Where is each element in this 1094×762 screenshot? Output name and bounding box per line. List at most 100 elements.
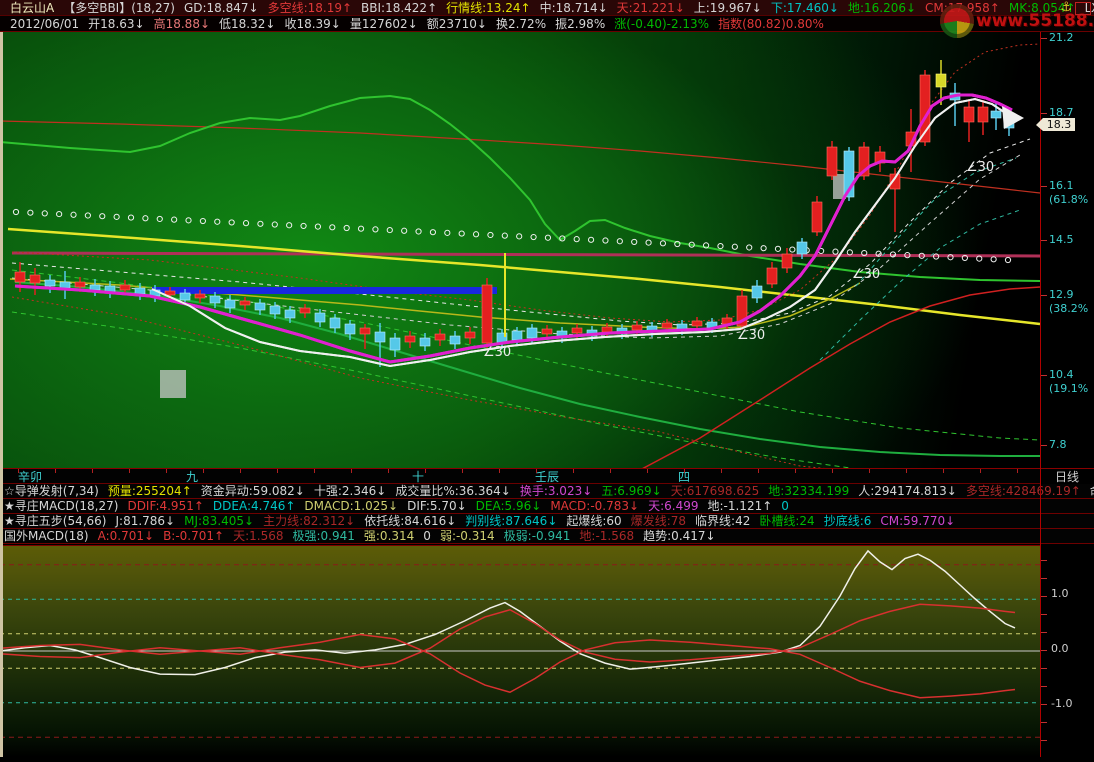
candle-body <box>736 295 748 327</box>
price-axis-label: (19.1% <box>1049 382 1089 395</box>
axis-tick <box>388 469 389 473</box>
field: 涨(-0.40)-2.13% <box>614 17 710 31</box>
lower-green-band <box>14 281 1040 457</box>
price-axis-label: (38.2% <box>1049 302 1089 315</box>
dot-track <box>875 250 882 257</box>
axis-tick <box>462 469 463 473</box>
dot-track <box>429 229 437 236</box>
candle-body <box>89 284 101 291</box>
candle-body <box>194 293 206 299</box>
field: DMACD:1.025↓ <box>304 499 399 513</box>
field: 上:19.967↓ <box>693 1 762 15</box>
window-control-box[interactable] <box>1075 2 1091 15</box>
field: 五:6.969↓ <box>601 484 662 498</box>
candle-body <box>374 331 386 343</box>
dot-track <box>127 214 135 221</box>
axis-tick <box>1041 668 1047 669</box>
field: 临界线:42 <box>695 514 751 528</box>
dot-track <box>271 221 278 228</box>
candle-body <box>389 337 401 351</box>
axis-tick <box>1041 614 1047 615</box>
macd-sub-chart[interactable] <box>0 545 1041 757</box>
axis-tick <box>129 469 130 473</box>
sub-chart-axis: 1.0 0.0 -1.0 <box>1041 545 1094 757</box>
period-label[interactable]: 日线 <box>1041 468 1094 484</box>
axis-tick <box>758 469 759 473</box>
axis-tick <box>92 469 93 473</box>
dot-track <box>832 248 839 255</box>
upper-green-band <box>0 94 1041 282</box>
axis-tick <box>1017 469 1018 473</box>
axis-tick <box>1041 704 1047 705</box>
field: 0 <box>423 529 431 543</box>
dot-track <box>688 241 695 248</box>
dot-track <box>530 233 537 241</box>
field: 成交量比%:36.364↓ <box>395 484 511 498</box>
dot-track <box>702 242 710 249</box>
dot-track <box>242 220 250 227</box>
sub-axis-label: -1.0 <box>1051 697 1073 710</box>
bottom-edge <box>0 757 1094 762</box>
dot-track <box>458 230 465 237</box>
field: ★寻庄五步(54,66) <box>4 514 107 528</box>
time-axis[interactable]: 辛卯 九 十 壬辰 四 <box>0 468 1041 484</box>
dot-track <box>343 224 350 232</box>
field: 强:0.314 <box>363 529 415 543</box>
main-candlestick-chart[interactable]: ∠30 ∠30 ∠30 ∠30 <box>0 32 1041 468</box>
trend-white <box>0 549 1016 676</box>
indicator-header-bar: 白云山A 【多空BBI】(18,27) GD:18.847↓ 多空线:18.19↑ BB… <box>0 0 1094 16</box>
dot-track <box>933 253 940 260</box>
axis-tick <box>536 469 537 473</box>
dot-track <box>185 217 192 224</box>
field: CM:59.770↓ <box>880 514 956 528</box>
watermark-logo-icon <box>940 4 974 38</box>
candle-body <box>511 330 523 341</box>
field: 低18.32↓ <box>219 17 276 31</box>
axis-tick <box>1041 578 1047 579</box>
axis-tick <box>647 469 648 473</box>
candle-body <box>239 300 251 306</box>
watermark: www.55188.com <box>940 4 1094 38</box>
candle-body <box>796 241 808 255</box>
field: 天:617698.625 <box>670 484 760 498</box>
dot-track <box>56 210 63 218</box>
axis-tick <box>573 469 574 473</box>
candle-body <box>254 302 266 311</box>
field: 极强:0.941 <box>292 529 355 543</box>
indicator-row-xunzhuang-macd[interactable]: ★寻庄MACD(18,27) DDIF:4.951↑ DDEA:4.746↑ DMAC… <box>0 499 1094 514</box>
candle-body <box>858 146 870 177</box>
field: 收18.39↓ <box>284 17 341 31</box>
candle-body <box>751 285 763 299</box>
candle-body <box>269 305 281 315</box>
gray-marker-box <box>833 174 846 199</box>
field: 【多空BBI】(18,27) <box>63 1 175 15</box>
candle-body <box>29 274 41 284</box>
indicator-row-daodan[interactable]: ☆导弹发射(7,34) 预量:255204↑ 资金异动:59.082↓ 十强:2.34… <box>0 484 1094 499</box>
angle-30-label: ∠30 <box>966 160 994 175</box>
candle-body <box>963 106 975 123</box>
field: GD:18.847↓ <box>183 1 259 15</box>
indicator-row-xunzhuang-wubu[interactable]: ★寻庄五步(54,66) J:81.786↓ MJ:83.405↓ 主力线:82.31… <box>0 514 1094 529</box>
dot-track <box>257 220 264 227</box>
axis-tick <box>1041 295 1047 296</box>
indicator-row-guowai-macd[interactable]: 国外MACD(18) A:0.701↓ B:-0.701↑ 天:1.568 极强:0.9… <box>0 529 1094 544</box>
sub-axis-label: 1.0 <box>1051 587 1069 600</box>
dot-track <box>1004 256 1012 264</box>
dot-track <box>84 212 91 219</box>
price-axis-label: 12.9 <box>1049 288 1074 301</box>
main-chart-svg: ∠30 ∠30 ∠30 ∠30 <box>0 43 1041 468</box>
field: 国外MACD(18) <box>4 529 89 543</box>
candle-body <box>434 333 446 341</box>
axis-tick <box>906 469 907 473</box>
dot-track <box>41 210 48 217</box>
price-axis-label: 10.4 <box>1049 368 1074 381</box>
field: LX:14.086↑ <box>1084 1 1094 15</box>
dot-track <box>214 218 221 225</box>
dot-track <box>731 243 738 250</box>
window-left-frame <box>0 32 3 757</box>
candle-body <box>59 281 71 289</box>
anchor-icon[interactable]: ⚓ <box>1060 0 1072 15</box>
axis-tick <box>166 469 167 473</box>
dot-track <box>444 229 451 236</box>
field: 振2.98% <box>555 17 606 31</box>
